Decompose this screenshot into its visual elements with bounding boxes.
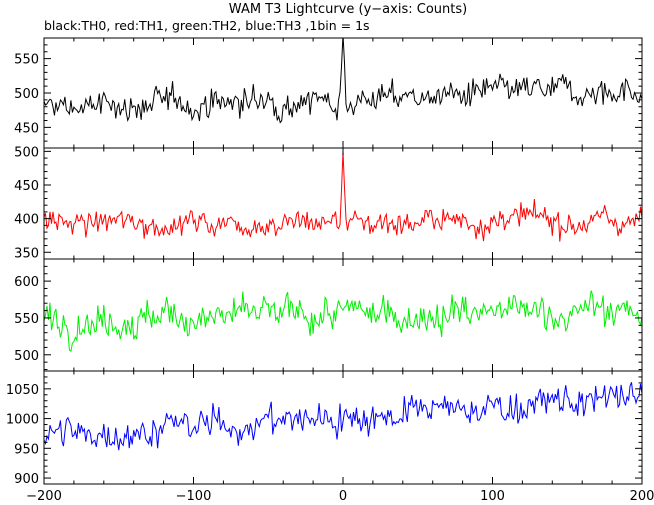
- y-tick-label: 500: [14, 349, 39, 364]
- x-tick-label: −100: [176, 489, 212, 504]
- series-line-th1: [44, 151, 642, 242]
- y-tick-label: 500: [14, 87, 39, 102]
- panel-frame: [43, 37, 643, 149]
- y-tick-label: 550: [14, 53, 39, 68]
- panel-frame: [43, 258, 643, 372]
- panel-th3: 900 950 1000 1050: [6, 370, 643, 487]
- y-tick-label: 400: [14, 213, 39, 228]
- series-line-th2: [44, 290, 642, 353]
- y-tick-label: 600: [14, 275, 39, 290]
- y-tick-label: 900: [14, 472, 39, 487]
- x-tick-label: 100: [480, 489, 505, 504]
- panel-frame: [43, 370, 643, 485]
- panels-group: 450 500 550 350 400 450 500 500 550 600 900 950 1000…: [6, 37, 643, 487]
- panel-th0: 450 500 550: [14, 37, 643, 149]
- x-tick-label: 0: [339, 489, 347, 504]
- x-tick-label: −200: [26, 489, 62, 504]
- y-tick-label: 500: [14, 145, 39, 160]
- y-tick-label: 350: [14, 246, 39, 261]
- series-line-th0: [44, 38, 642, 124]
- y-tick-label: 550: [14, 312, 39, 327]
- panel-frame: [43, 147, 643, 260]
- x-axis: −200 −100 0 100 200: [26, 489, 654, 504]
- series-line-th3: [44, 382, 642, 451]
- panel-th2: 500 550 600: [14, 258, 643, 372]
- chart-title: WAM T3 Lightcurve (y−axis: Counts): [229, 2, 467, 17]
- chart-subtitle: black:TH0, red:TH1, green:TH2, blue:TH3 …: [44, 18, 370, 33]
- panel-th1: 350 400 450 500: [14, 145, 643, 261]
- y-tick-label: 450: [14, 121, 39, 136]
- y-tick-label: 1000: [6, 413, 39, 428]
- x-tick-label: 200: [630, 489, 654, 504]
- y-tick-label: 950: [14, 442, 39, 457]
- y-tick-label: 1050: [6, 383, 39, 398]
- y-tick-label: 450: [14, 179, 39, 194]
